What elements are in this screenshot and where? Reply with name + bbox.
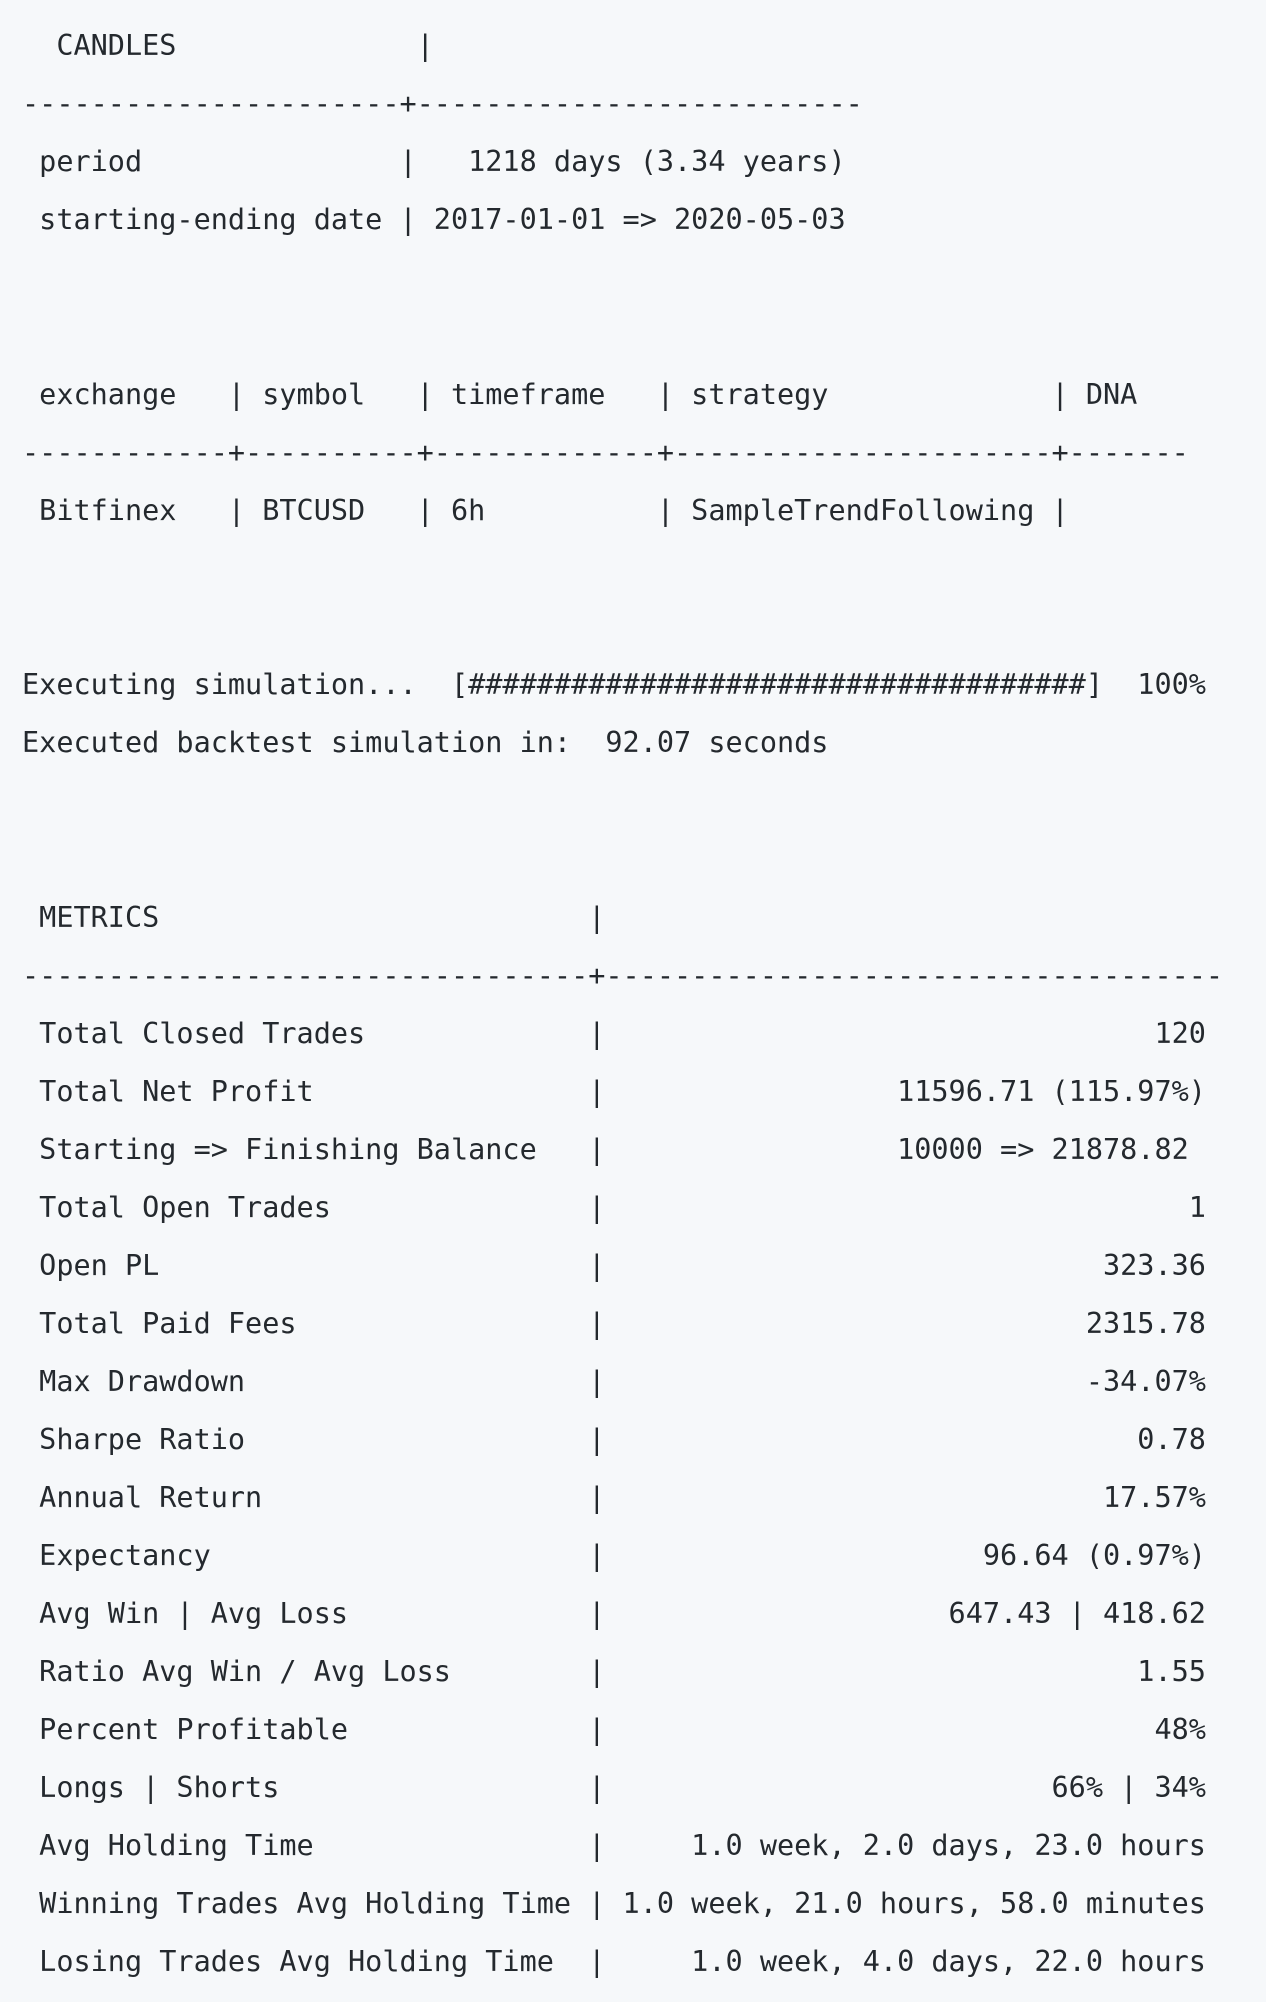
routes-separator: ------------+----------+-------------+--… <box>22 435 1189 471</box>
metrics-row: Open PL | 323.36 <box>22 1248 1206 1284</box>
metrics-separator: ---------------------------------+------… <box>22 958 1223 994</box>
metrics-row: Annual Return | 17.57% <box>22 1480 1206 1516</box>
metrics-row: Total Closed Trades | 120 <box>22 1016 1206 1052</box>
candles-row-dates: starting-ending date | 2017-01-01 => 202… <box>22 202 846 238</box>
candles-header: CANDLES | <box>22 28 434 64</box>
candles-separator: ----------------------+-----------------… <box>22 86 863 122</box>
metrics-row: Max Drawdown | -34.07% <box>22 1364 1206 1400</box>
metrics-row: Sharpe Ratio | 0.78 <box>22 1422 1206 1458</box>
metrics-row: Longs | Shorts | 66% | 34% <box>22 1770 1206 1806</box>
metrics-row: Total Paid Fees | 2315.78 <box>22 1306 1206 1342</box>
metrics-row: Total Net Profit | 11596.71 (115.97%) <box>22 1074 1206 1110</box>
metrics-row: Winning Trades Avg Holding Time | 1.0 we… <box>22 1886 1206 1922</box>
metrics-row: Expectancy | 96.64 (0.97%) <box>22 1538 1206 1574</box>
routes-header: exchange | symbol | timeframe | strategy… <box>22 377 1137 413</box>
execution-time: Executed backtest simulation in: 92.07 s… <box>22 725 828 761</box>
metrics-row: Percent Profitable | 48% <box>22 1712 1206 1748</box>
candles-row-period: period | 1218 days (3.34 years) <box>22 144 846 180</box>
metrics-row: Ratio Avg Win / Avg Loss | 1.55 <box>22 1654 1206 1690</box>
metrics-row: Avg Holding Time | 1.0 week, 2.0 days, 2… <box>22 1828 1206 1864</box>
routes-row: Bitfinex | BTCUSD | 6h | SampleTrendFoll… <box>22 493 1069 529</box>
metrics-row: Avg Win | Avg Loss | 647.43 | 418.62 <box>22 1596 1206 1632</box>
progress-line: Executing simulation... [###############… <box>22 667 1206 703</box>
metrics-row: Losing Trades Avg Holding Time | 1.0 wee… <box>22 1944 1206 1980</box>
metrics-row: Starting => Finishing Balance | 10000 =>… <box>22 1132 1189 1168</box>
metrics-row: Total Open Trades | 1 <box>22 1190 1206 1226</box>
metrics-header: METRICS | <box>22 900 605 936</box>
